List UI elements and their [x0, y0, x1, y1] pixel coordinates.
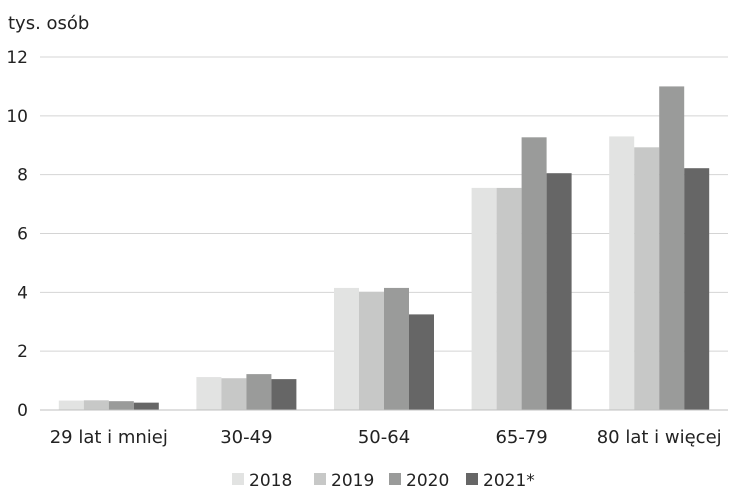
- bar-2018-4: [609, 136, 635, 411]
- bar-2019-1: [221, 378, 247, 410]
- y-tick-label: 10: [6, 107, 28, 127]
- y-tick-label: 6: [17, 225, 28, 245]
- legend-label: 2019: [331, 471, 374, 486]
- bar-2020-0: [108, 401, 134, 410]
- legend: 2018 2019 2020 2021*: [232, 471, 535, 486]
- bar-2021-2: [409, 314, 434, 410]
- bar-2018-1: [196, 377, 222, 410]
- x-tick-label: 80 lat i więcej: [597, 427, 722, 448]
- bar-2021-0: [133, 402, 159, 410]
- y-unit-label: tys. osób: [8, 13, 89, 34]
- bar-2019-2: [359, 291, 384, 410]
- bars: [58, 86, 710, 411]
- x-axis-labels: 29 lat i mniej 30-49 50-64 65-79 80 lat i wi…: [50, 427, 722, 448]
- legend-swatch: [232, 473, 244, 485]
- legend-label: 2021*: [483, 471, 535, 486]
- bar-2020-2: [384, 287, 409, 410]
- bar-2018-0: [58, 400, 84, 410]
- x-tick-label: 65-79: [495, 427, 547, 448]
- bar-2021-1: [271, 379, 297, 410]
- bar-2018-2: [334, 287, 359, 410]
- legend-label: 2020: [406, 471, 449, 486]
- bar-2020-4: [659, 86, 685, 411]
- x-tick-label: 30-49: [220, 427, 272, 448]
- legend-label: 2018: [249, 471, 292, 486]
- y-tick-label: 8: [17, 166, 28, 186]
- legend-swatch: [389, 473, 401, 485]
- legend-swatch: [314, 473, 326, 485]
- bar-2021-4: [684, 168, 710, 410]
- bar-2019-0: [83, 400, 109, 410]
- x-tick-label: 50-64: [358, 427, 410, 448]
- y-tick-label: 2: [17, 342, 28, 362]
- bar-2020-3: [521, 137, 547, 410]
- bar-2018-3: [471, 187, 497, 410]
- bar-2019-3: [496, 187, 522, 410]
- y-tick-label: 4: [17, 283, 28, 303]
- y-tick-label: 0: [17, 401, 28, 421]
- bar-2020-1: [246, 374, 272, 410]
- x-tick-label: 29 lat i mniej: [50, 427, 168, 448]
- legend-swatch: [466, 473, 478, 485]
- bar-2019-4: [634, 147, 660, 410]
- y-tick-label: 12: [6, 48, 28, 68]
- y-axis-ticks: 0 2 4 6 8 10 12: [6, 48, 28, 421]
- bar-2021-3: [546, 173, 572, 410]
